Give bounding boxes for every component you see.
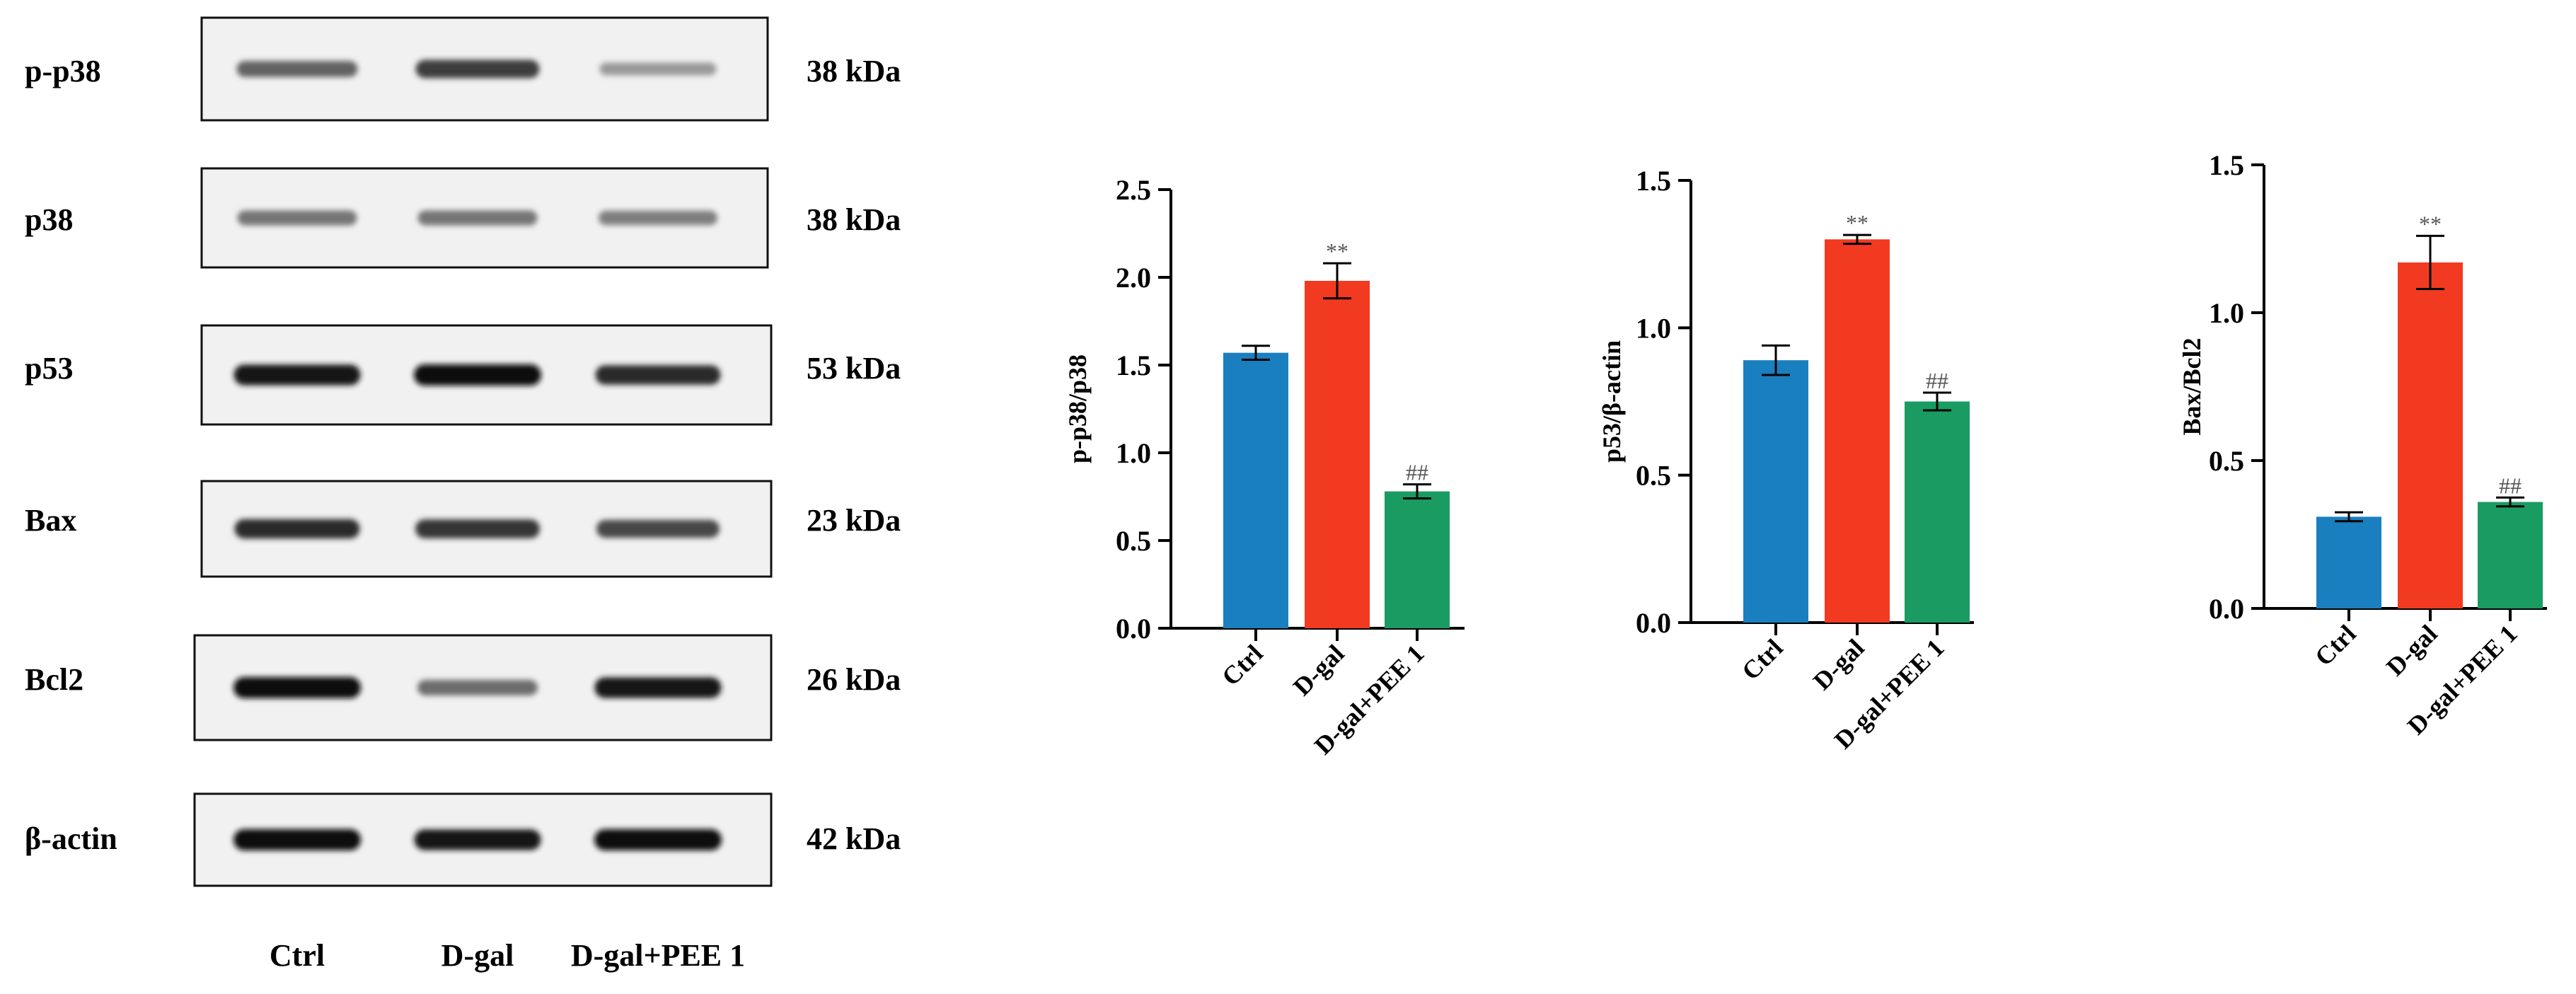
- blot-band: [233, 364, 361, 386]
- western-blot-panel: p-p38 38 kDa p38 38 kDa p53 53 kDa Bax 23 kDa Bc…: [25, 16, 901, 973]
- blot-band: [236, 61, 358, 77]
- bar-1: [1825, 239, 1890, 623]
- blot-band: [594, 829, 722, 850]
- y-tick-label: 0.5: [1636, 460, 1671, 492]
- blot-kda-label: 23 kDa: [807, 503, 901, 538]
- blot-lane-label: D-gal: [441, 938, 514, 973]
- x-category-label: Ctrl: [2309, 619, 2362, 671]
- blot-lane-label: Ctrl: [270, 938, 325, 973]
- bar-1: [2398, 262, 2463, 608]
- x-category-label: Ctrl: [1736, 633, 1789, 686]
- blot-kda-label: 53 kDa: [807, 351, 901, 386]
- x-category-label: Ctrl: [1216, 639, 1269, 691]
- blot-band: [595, 365, 721, 385]
- blot-band: [237, 210, 357, 226]
- x-category-label: D-gal: [1808, 633, 1870, 695]
- significance-marker: **: [1326, 238, 1348, 264]
- y-axis-label: Bax/Bcl2: [2178, 337, 2206, 435]
- blot-band: [415, 519, 540, 538]
- blot-protein-label: Bcl2: [25, 662, 83, 697]
- bar-0: [2316, 516, 2381, 608]
- y-tick-label: 1.5: [1636, 165, 1671, 197]
- bar-2: [1905, 401, 1970, 623]
- blot-kda-label: 26 kDa: [807, 662, 901, 697]
- y-tick-label: 2.0: [1116, 262, 1151, 294]
- x-category-label: D-gal: [2381, 619, 2443, 681]
- chart-bax-bcl2-ratio: 0.00.51.01.5Bax/Bcl2Ctrl**D-gal##D-gal+P…: [2178, 149, 2547, 740]
- blot-kda-label: 38 kDa: [807, 54, 901, 88]
- y-tick-label: 1.5: [2209, 149, 2244, 181]
- blot-band: [414, 829, 541, 850]
- chart-p-p38-ratio: 0.0 0.5 1.0 1.5 2.0 2.5 p-p38/p38 Ctrl ** D-gal ##…: [1063, 174, 1465, 760]
- blot-kda-label: 42 kDa: [807, 821, 901, 856]
- blot-lane-label: D-gal+PEE 1: [571, 938, 745, 973]
- bar-2: [2478, 502, 2543, 608]
- blot-kda-label: 38 kDa: [807, 202, 901, 237]
- y-tick-label: 1.0: [2209, 297, 2244, 329]
- y-tick-label: 1.0: [1116, 437, 1151, 469]
- y-tick-label: 0.0: [2209, 593, 2244, 625]
- blot-protein-label: β-actin: [25, 821, 117, 856]
- significance-marker: **: [1846, 210, 1869, 236]
- blot-protein-label: p53: [25, 351, 73, 386]
- blot-band: [415, 59, 540, 79]
- significance-marker: ##: [1406, 460, 1428, 485]
- blot-protein-label: p-p38: [25, 54, 101, 88]
- bar-1: [1305, 280, 1370, 628]
- significance-marker: ##: [2499, 473, 2522, 498]
- blot-band: [234, 519, 360, 539]
- blot-band: [596, 519, 720, 538]
- blot-band: [233, 677, 361, 698]
- y-tick-label: 0.0: [1636, 607, 1671, 639]
- chart-p53-ratio: 0.00.51.01.5p53/β-actinCtrl**D-gal##D-ga…: [1598, 165, 1974, 754]
- bar-0: [1223, 352, 1288, 628]
- blot-band: [233, 829, 361, 850]
- y-axis-label: p-p38/p38: [1063, 354, 1092, 463]
- y-tick-label: 0.5: [1116, 525, 1151, 557]
- blot-band: [417, 210, 538, 226]
- bar-0: [1743, 360, 1808, 623]
- y-tick-label: 1.0: [1636, 312, 1671, 344]
- y-axis-label: p53/β-actin: [1598, 340, 1626, 463]
- blot-band: [594, 677, 722, 698]
- blot-protein-label: p38: [25, 202, 73, 237]
- blot-band: [599, 62, 717, 76]
- y-tick-label: 1.5: [1116, 349, 1151, 381]
- significance-marker: ##: [1926, 368, 1948, 393]
- blot-band: [417, 680, 538, 695]
- y-tick-label: 0.5: [2209, 445, 2244, 477]
- y-tick-label: 0.0: [1116, 613, 1151, 645]
- y-tick-label: 2.5: [1116, 174, 1151, 206]
- blot-band: [599, 210, 717, 226]
- x-category-label: D-gal: [1288, 639, 1350, 701]
- blot-protein-label: Bax: [25, 503, 76, 538]
- bar-2: [1385, 491, 1450, 628]
- significance-marker: **: [2419, 211, 2442, 236]
- blot-band: [414, 364, 541, 386]
